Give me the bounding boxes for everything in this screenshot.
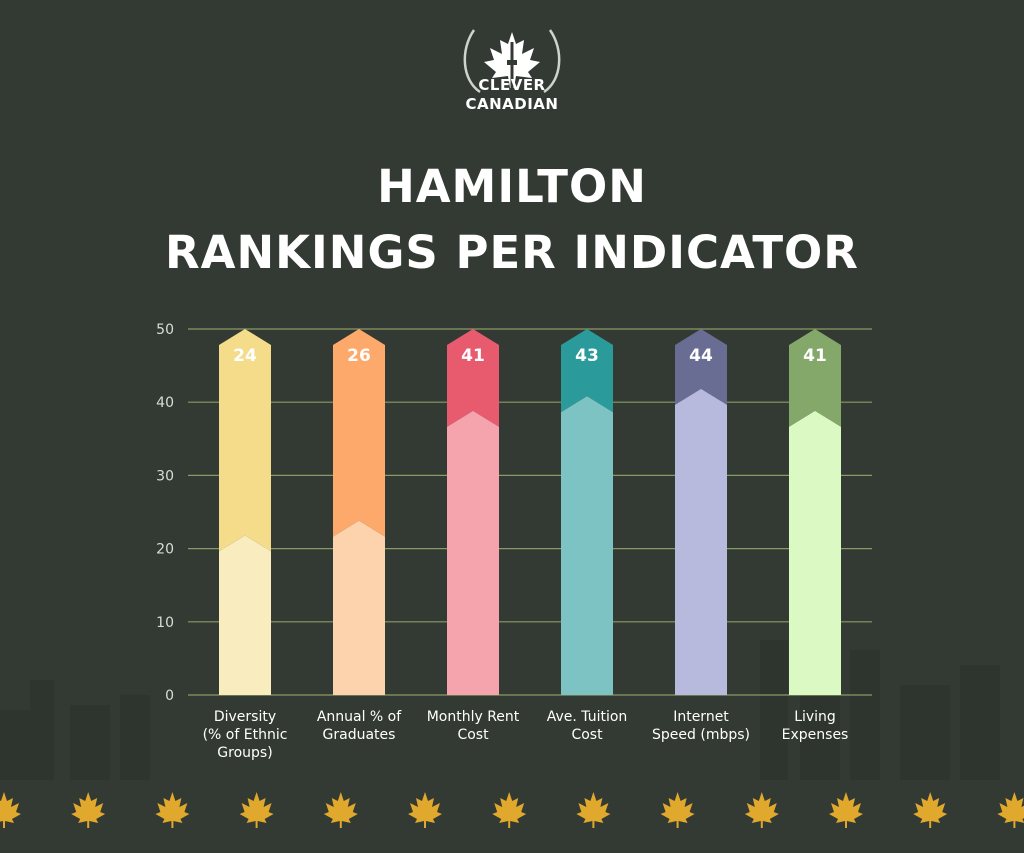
maple-leaf-icon xyxy=(829,792,863,828)
data-label: 44 xyxy=(689,346,713,366)
bar-cap xyxy=(675,329,727,405)
data-label: 41 xyxy=(461,346,485,366)
bar xyxy=(333,329,385,695)
clever-canadian-logo xyxy=(463,29,561,94)
maple-leaf-icon xyxy=(155,792,190,828)
y-tick-label: 0 xyxy=(165,688,174,704)
y-tick-label: 50 xyxy=(156,322,174,338)
data-label: 26 xyxy=(347,346,371,366)
skyline-silhouette xyxy=(0,640,1000,780)
x-category-label: Internet Speed (mbps) xyxy=(652,709,750,743)
y-tick-label: 30 xyxy=(156,468,174,484)
y-tick-label: 10 xyxy=(156,615,174,631)
data-label: 24 xyxy=(233,346,257,366)
x-category-label: Monthly Rent Cost xyxy=(427,709,520,743)
maple-leaf-icon xyxy=(71,792,106,828)
y-tick-label: 20 xyxy=(156,542,174,558)
logo-text-canadian: CANADIAN xyxy=(465,95,559,113)
laurel-wreath-icon xyxy=(463,29,561,94)
bar-cap xyxy=(219,329,271,552)
page-title-city: HAMILTON xyxy=(377,160,647,213)
maple-leaf-icon xyxy=(239,792,274,828)
bar xyxy=(789,329,841,695)
data-label: 41 xyxy=(803,346,827,366)
maple-leaf-icon xyxy=(576,792,611,828)
bar-fill xyxy=(789,410,841,695)
x-category-label: Annual % of Graduates xyxy=(317,709,402,743)
logo-text-clever: CLEVER xyxy=(478,76,546,94)
maple-leaf-border xyxy=(0,792,1024,828)
x-category-label: Ave. Tuition Cost xyxy=(547,709,628,743)
maple-leaf-icon xyxy=(492,792,527,828)
bar-fill xyxy=(333,520,385,695)
bar xyxy=(219,329,271,695)
maple-leaf-icon xyxy=(0,792,21,828)
maple-leaf-icon xyxy=(744,792,779,828)
bar-cap xyxy=(333,329,385,537)
bar xyxy=(447,329,499,695)
bar xyxy=(675,329,727,695)
bar-cap xyxy=(561,329,613,413)
maple-leaf-icon xyxy=(323,792,358,828)
maple-leaf-icon xyxy=(997,792,1024,828)
rankings-bar-chart: 0 10 20 30 40 50 24 Diversity (% of Ethnic Group… xyxy=(0,322,1000,780)
bar-fill xyxy=(219,535,271,695)
maple-leaf-icon xyxy=(660,792,695,828)
maple-leaf-icon xyxy=(408,792,442,828)
bar-cap xyxy=(789,329,841,427)
bar-fill xyxy=(447,410,499,695)
bar-fill xyxy=(675,388,727,695)
bar-fill xyxy=(561,396,613,695)
x-category-label: Diversity (% of Ethnic Groups) xyxy=(203,709,288,761)
bar xyxy=(561,329,613,695)
bar-cap xyxy=(447,329,499,427)
data-label: 43 xyxy=(575,346,599,366)
x-category-label: Living Expenses xyxy=(782,709,849,743)
maple-leaf-icon xyxy=(913,792,948,828)
y-tick-label: 40 xyxy=(156,395,174,411)
page-title-subtitle: RANKINGS PER INDICATOR xyxy=(165,226,859,279)
cn-tower-icon xyxy=(507,42,517,88)
